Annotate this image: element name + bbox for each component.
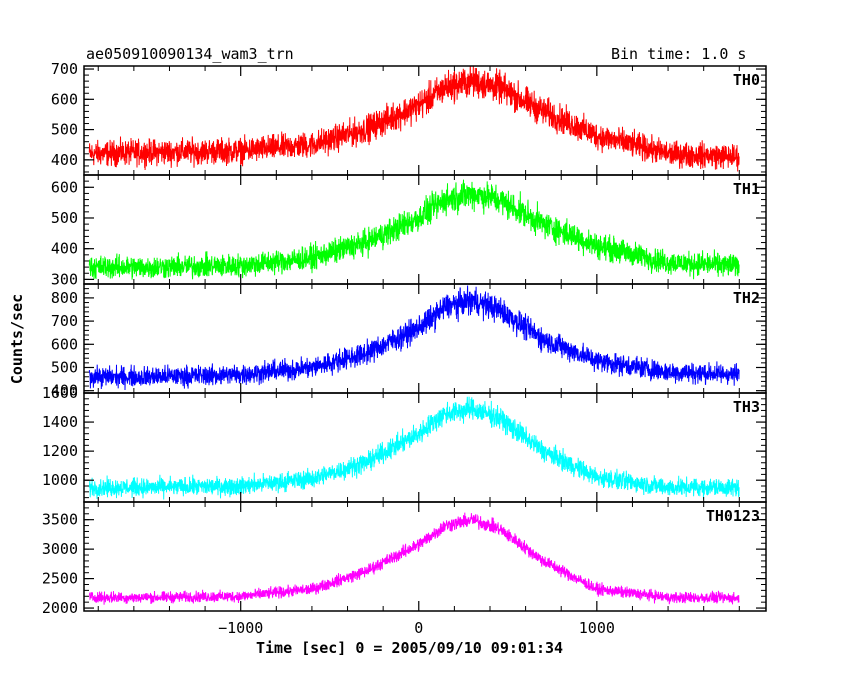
panel-label-th0: TH0: [733, 71, 760, 89]
x-tick-label: −1000: [218, 619, 263, 637]
y-tick-label: 3500: [42, 511, 78, 529]
y-tick-label: 800: [51, 289, 78, 307]
y-tick-label: 300: [51, 270, 78, 288]
panel-frame: [83, 65, 767, 176]
y-tick-label: 1400: [42, 413, 78, 431]
x-tick-label: 1000: [579, 619, 615, 637]
bin-time-label: Bin time: 1.0 s: [611, 45, 747, 63]
panel-label-th3: TH3: [733, 398, 760, 416]
y-tick-label: 400: [51, 382, 78, 400]
y-tick-label: 1200: [42, 442, 78, 460]
series-th1: [88, 179, 740, 280]
y-tick-label: 2000: [42, 599, 78, 617]
panel-label-th1: TH1: [733, 180, 760, 198]
series-th2: [88, 285, 740, 391]
y-tick-label: 500: [51, 121, 78, 139]
y-tick-label: 400: [51, 151, 78, 169]
y-tick-label: 500: [51, 358, 78, 376]
y-tick-label: 3000: [42, 540, 78, 558]
y-tick-label: 1000: [42, 471, 78, 489]
series-th0: [88, 66, 740, 172]
y-tick-label: 600: [51, 178, 78, 196]
panel-label-th2: TH2: [733, 289, 760, 307]
panel-label-th0123: TH0123: [706, 507, 760, 525]
x-tick-label: 0: [414, 619, 423, 637]
y-tick-label: 700: [51, 60, 78, 78]
y-tick-label: 700: [51, 312, 78, 330]
y-tick-label: 500: [51, 209, 78, 227]
panel-frame: [83, 501, 767, 612]
y-tick-label: 2500: [42, 570, 78, 588]
chart-title: ae050910090134_wam3_trn: [86, 45, 294, 63]
y-axis-label: Counts/sec: [8, 293, 27, 385]
series-th3: [88, 396, 740, 500]
y-tick-label: 400: [51, 240, 78, 258]
y-tick-label: 1600: [42, 384, 78, 402]
y-tick-label: 600: [51, 335, 78, 353]
series-th0123: [88, 512, 740, 605]
y-tick-label: 600: [51, 90, 78, 108]
x-axis-label: Time [sec] 0 = 2005/09/10 09:01:34: [256, 639, 564, 657]
